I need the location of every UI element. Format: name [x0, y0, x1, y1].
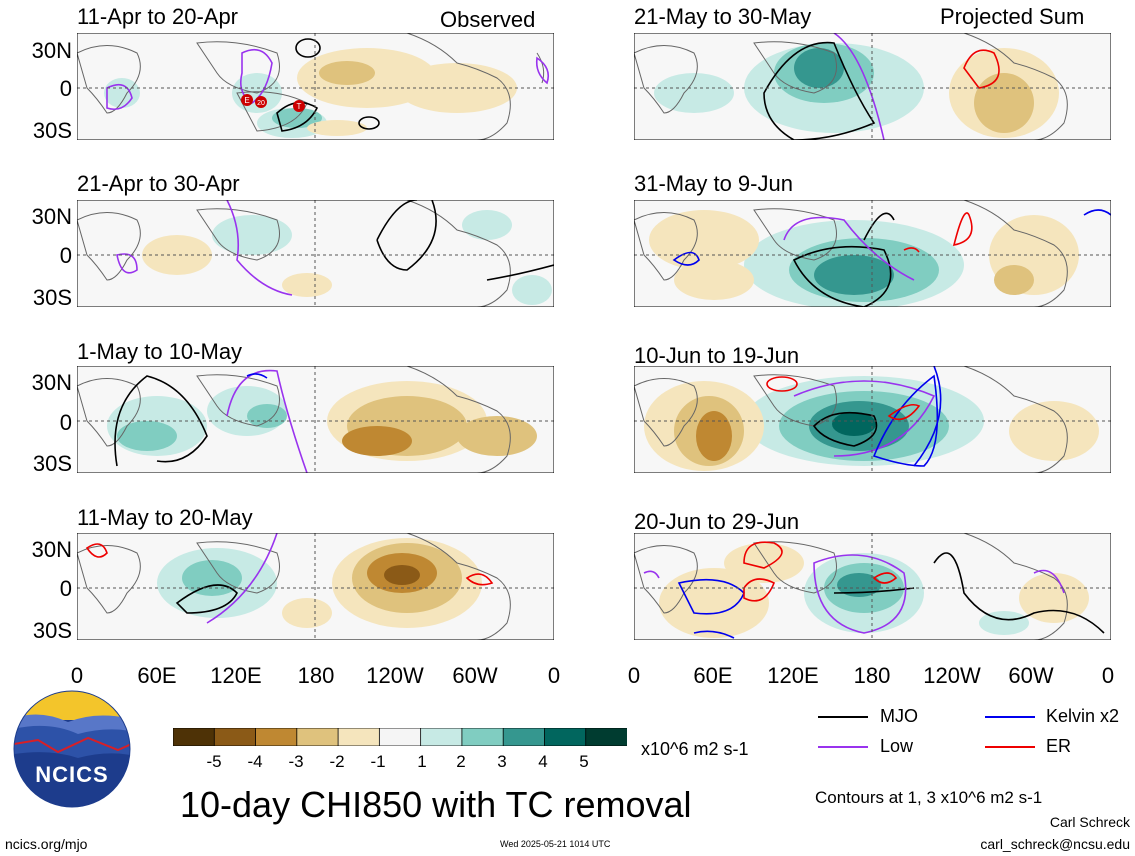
colorbar-segment	[255, 728, 298, 746]
map-panel-observed-1: E 20 T	[77, 33, 554, 140]
tc-marker: 20	[257, 100, 265, 107]
lat-label: 0	[59, 576, 72, 601]
lat-label: 30N	[31, 370, 72, 395]
lat-label: 0	[59, 76, 72, 101]
colorbar-tick: 2	[456, 752, 466, 771]
lon-label: 120E	[210, 663, 262, 688]
panel-title: 10-Jun to 19-Jun	[634, 343, 800, 368]
colorbar-segment	[296, 728, 339, 746]
panel-title: 21-Apr to 30-Apr	[77, 171, 240, 196]
lon-label: 60E	[137, 663, 177, 688]
colorbar-segment	[420, 728, 463, 746]
colorbar-segment	[378, 728, 422, 746]
lon-label: 60E	[693, 663, 733, 688]
colorbar-tick: 4	[538, 752, 548, 771]
panel-title: 11-Apr to 20-Apr	[77, 4, 239, 29]
colorbar-tick: -2	[329, 752, 345, 771]
lon-label: 120W	[923, 663, 981, 688]
map-panel-observed-2	[77, 200, 554, 307]
colorbar-tick: 3	[497, 752, 507, 771]
lat-label: 0	[59, 243, 72, 268]
contours-note: Contours at 1, 3 x10^6 m2 s-1	[815, 788, 1043, 807]
projected-header: Projected Sum	[940, 4, 1085, 29]
lat-label: 30S	[32, 285, 72, 310]
colorbar-segment	[213, 728, 257, 746]
map-panel-projected-4	[634, 533, 1111, 640]
colorbar-segment	[544, 728, 587, 746]
lat-label: 30S	[32, 451, 72, 476]
ncics-logo: NCICS	[8, 690, 136, 808]
colorbar-tick: 5	[579, 752, 589, 771]
lat-label: 30S	[32, 618, 72, 643]
lon-label: 60W	[1008, 663, 1054, 688]
lon-label: 0	[547, 663, 561, 688]
lon-label: 120W	[366, 663, 424, 688]
lon-label: 0	[70, 663, 84, 688]
colorbar-tick: 1	[417, 752, 427, 771]
colorbar	[173, 728, 627, 746]
colorbar-units: x10^6 m2 s-1	[641, 739, 749, 759]
colorbar-tick: -5	[206, 752, 222, 771]
lat-label: 30N	[31, 38, 72, 63]
colorbar-segment	[502, 728, 546, 746]
colorbar-tick: -4	[247, 752, 263, 771]
lat-label: 0	[59, 410, 72, 435]
panel-title: 11-May to 20-May	[77, 505, 253, 530]
colorbar-segment	[461, 728, 505, 746]
tc-marker: E	[244, 96, 249, 105]
panel-title: 20-Jun to 29-Jun	[634, 509, 800, 534]
colorbar-segment	[337, 728, 381, 746]
footer-site: ncics.org/mjo	[5, 836, 88, 852]
panel-title: 21-May to 30-May	[634, 4, 812, 29]
lat-label: 30N	[31, 537, 72, 562]
panel-title: 1-May to 10-May	[77, 339, 243, 364]
legend-label-mjo: MJO	[880, 706, 918, 726]
lon-label: 0	[627, 663, 641, 688]
legend-label-er: ER	[1046, 736, 1072, 756]
legend-label-low: Low	[880, 736, 914, 756]
map-panel-projected-2	[634, 200, 1111, 307]
logo-text: NCICS	[35, 762, 108, 787]
footer-email: carl_schreck@ncsu.edu	[980, 836, 1130, 852]
lon-label: 0	[1101, 663, 1115, 688]
map-panel-projected-1	[634, 33, 1111, 140]
main-title: 10-day CHI850 with TC removal	[180, 784, 692, 825]
lat-label: 30S	[32, 118, 72, 143]
footer-author: Carl Schreck	[1049, 814, 1130, 830]
observed-header: Observed	[440, 7, 536, 32]
legend-label-kelvin: Kelvin x2	[1046, 706, 1120, 726]
colorbar-tick: -1	[370, 752, 386, 771]
colorbar-segment	[173, 728, 216, 746]
lat-label: 30N	[31, 204, 72, 229]
lon-label: 120E	[767, 663, 819, 688]
tc-marker: T	[297, 102, 302, 111]
map-panel-projected-3	[634, 366, 1111, 473]
legend-swatch-er	[985, 745, 1035, 749]
map-panel-observed-4	[77, 533, 554, 640]
map-panel-observed-3	[77, 366, 554, 473]
colorbar-tick: -3	[288, 752, 304, 771]
legend-swatch-low	[818, 745, 868, 749]
lon-label: 180	[297, 663, 335, 688]
legend-swatch-mjo	[818, 715, 868, 719]
lon-label: 60W	[452, 663, 498, 688]
lon-label: 180	[853, 663, 891, 688]
colorbar-segment	[585, 728, 627, 746]
panel-title: 31-May to 9-Jun	[634, 171, 793, 196]
footer-timestamp: Wed 2025-05-21 1014 UTC	[500, 839, 611, 849]
legend-swatch-kelvin	[985, 715, 1035, 719]
